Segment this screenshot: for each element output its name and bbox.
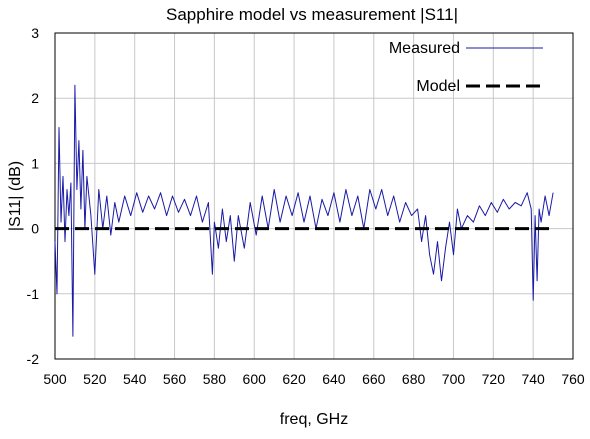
legend: Measured Model: [389, 40, 543, 95]
y-tick-label: 0: [31, 221, 39, 237]
x-tick-label: 540: [123, 371, 147, 387]
series-line-measured: [54, 84, 554, 337]
x-tick-label: 660: [362, 371, 386, 387]
plot-frame: [54, 32, 574, 360]
x-tick-label: 640: [322, 371, 346, 387]
legend-label-model: Model: [416, 78, 460, 95]
x-tick-label: 720: [482, 371, 506, 387]
x-tick-label: 700: [442, 371, 466, 387]
x-tick-label: 580: [203, 371, 227, 387]
x-tick-label: 520: [83, 371, 107, 387]
y-axis-label: |S11| (dB): [7, 161, 24, 231]
x-tick-label: 760: [561, 371, 585, 387]
series-layer: [54, 84, 554, 337]
x-tick-label: 600: [243, 371, 267, 387]
y-tick-label: 1: [31, 155, 39, 171]
chart-title: Sapphire model vs measurement |S11|: [166, 5, 458, 24]
x-axis-label: freq, GHz: [280, 411, 348, 428]
y-tick-label: -2: [27, 351, 40, 367]
y-tick-label: 3: [31, 25, 39, 41]
x-tick-label: 620: [282, 371, 306, 387]
legend-label-measured: Measured: [389, 40, 460, 57]
x-tick-label: 680: [402, 371, 426, 387]
y-tick-label: -1: [27, 286, 40, 302]
x-tick-label: 500: [43, 371, 67, 387]
x-tick-label: 560: [163, 371, 187, 387]
tick-labels: 500 520 540 560 580 600 620 640 660 680 700 720 740 7…: [27, 25, 585, 387]
x-tick-label: 740: [521, 371, 545, 387]
y-tick-label: 2: [31, 90, 39, 106]
